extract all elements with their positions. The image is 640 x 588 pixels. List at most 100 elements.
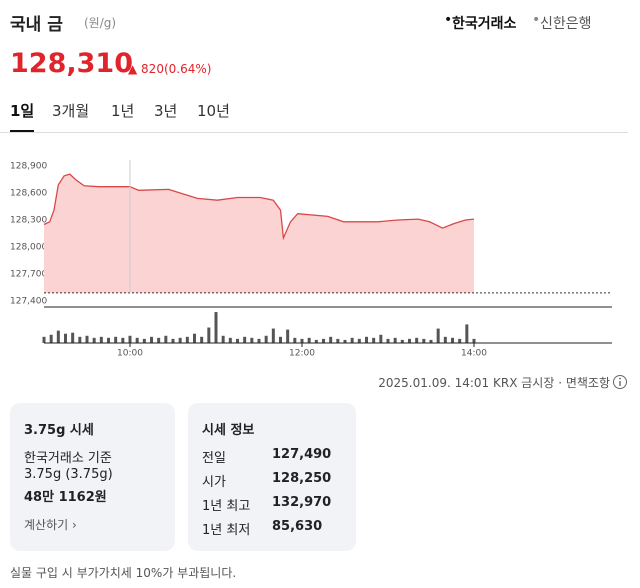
unit: (원/g) (84, 16, 117, 30)
volume-bar (300, 338, 304, 343)
volume-bar (393, 337, 397, 343)
change-pct: (0.64%) (163, 62, 212, 76)
tab[interactable]: 3년 (154, 102, 178, 120)
volume-bar (408, 338, 411, 343)
y-tick-label: 128,000 (10, 243, 47, 253)
volume-bar (185, 336, 189, 343)
volume-bar (350, 337, 354, 343)
y-tick-label: 127,700 (10, 270, 47, 280)
volume-bar (314, 339, 318, 343)
card-gold: 3.75g 시세 한국거래소 기준 3.75g (3.75g) 48만 1162… (10, 403, 175, 551)
calc-link[interactable]: 계산하기 › (24, 518, 77, 532)
card-title: 3.75g 시세 (24, 423, 94, 438)
volume-bar (286, 329, 290, 343)
volume-bar (236, 338, 239, 343)
x-tick-label: 10:00 (117, 349, 143, 359)
volume-bar (472, 338, 476, 343)
volume-bar (451, 337, 454, 343)
x-tick-label: 14:00 (461, 349, 487, 359)
volume-bar (107, 337, 110, 343)
volume-bar (56, 330, 60, 343)
volume-bar (178, 337, 182, 343)
source[interactable]: 한국거래소 (452, 16, 517, 32)
volume-bar (429, 339, 433, 343)
y-tick-label: 128,900 (10, 162, 47, 172)
volume-bar (336, 338, 340, 343)
volume-bar (78, 336, 82, 343)
volume-bar (250, 337, 254, 343)
volume-bar (71, 332, 75, 343)
change: 820 (141, 62, 164, 76)
volume-bar (49, 334, 53, 343)
divider (0, 132, 628, 133)
chart: 127,400 127,700 128,000 128,300 128,600 128,9… (10, 160, 612, 359)
row-value: 132,970 (272, 495, 332, 510)
volume-bar (322, 338, 325, 343)
tab[interactable]: 3개월 (52, 102, 90, 120)
volume-bar (443, 336, 447, 343)
volume-bar (207, 327, 211, 343)
row-label: 1년 최고 (202, 499, 251, 514)
volume-bar (128, 335, 132, 343)
tab[interactable]: 1년 (111, 102, 135, 120)
volume-bar (257, 338, 261, 343)
source-dot: • (532, 12, 541, 28)
volume-bar (400, 339, 404, 343)
volume-bar (121, 337, 125, 343)
tab[interactable]: 10년 (197, 102, 230, 120)
volume-bar (85, 335, 89, 343)
volume-bar (422, 338, 426, 343)
volume-bar (200, 336, 204, 343)
volume-bar (357, 338, 361, 343)
volume-bar (379, 334, 383, 343)
price: 128,310 (10, 48, 133, 79)
tab[interactable]: 1일 (10, 102, 35, 120)
basis: 한국거래소 기준 (24, 451, 112, 466)
area-fill (44, 174, 474, 293)
link-text[interactable]: 계산하기 (24, 518, 69, 532)
volume-bar (214, 312, 218, 343)
volume-bar (164, 335, 168, 343)
note: 실물 구입 시 부가가치세 10%가 부과됩니다. (10, 566, 237, 580)
volume-bar (193, 333, 196, 343)
title: 국내 금 (10, 15, 63, 35)
row-value: 85,630 (272, 519, 323, 534)
volume-bar (293, 337, 297, 343)
info-icon[interactable] (612, 374, 628, 390)
source-dot: • (444, 12, 453, 28)
volume-bar (365, 336, 368, 343)
y-tick-label: 127,400 (10, 297, 47, 307)
disclaimer[interactable]: 면책조항 (565, 376, 610, 390)
row-label: 시가 (202, 475, 226, 490)
volume-bar (157, 337, 161, 343)
volume-bar (415, 337, 419, 343)
row-value: 127,490 (272, 447, 332, 462)
weight: 3.75g (3.75g) (24, 467, 113, 482)
volume-bar (279, 336, 282, 343)
price-change: ▲ 820(0.64%) (128, 62, 212, 76)
row-label: 전일 (202, 451, 226, 466)
volume-bar (264, 335, 268, 343)
volume-bar (436, 328, 440, 343)
volume-bar (465, 324, 469, 343)
card-title: 시세 정보 (202, 423, 255, 438)
volume-bar (92, 337, 96, 343)
source[interactable]: 신한은행 (540, 16, 592, 32)
volume-bar (372, 337, 376, 343)
row-value: 128,250 (272, 471, 332, 486)
timestamp: 2025.01.09. 14:01 KRX 금시장 (378, 376, 555, 390)
volume-bar (142, 338, 146, 343)
row-label: 1년 최저 (202, 523, 251, 538)
tab-underline (10, 130, 34, 133)
volume-bar (228, 337, 232, 343)
footer: 2025.01.09. 14:01 KRX 금시장 · 면책조항 (378, 376, 610, 390)
volume-bar (114, 336, 118, 343)
volume-bar (271, 328, 275, 343)
volume-bar (243, 336, 247, 343)
volume-bar (386, 338, 390, 343)
volume-bar (329, 336, 333, 343)
x-tick-label: 12:00 (289, 349, 315, 359)
volume-bar (150, 336, 153, 343)
line (43, 173, 475, 241)
